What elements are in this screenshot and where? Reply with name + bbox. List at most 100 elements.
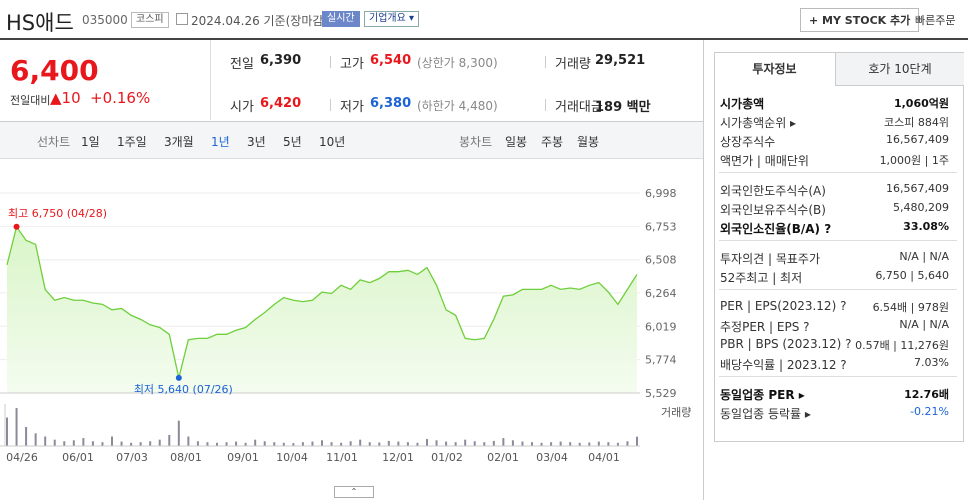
tab[interactable]: 1일 — [81, 135, 100, 149]
summary-value: 189 백만 — [595, 100, 651, 115]
divider — [719, 289, 957, 290]
info-panel: 투자정보 호가 10단계 시가총액 1,060억원 시가총액순위 ▸ 코스피 884위 상장… — [714, 52, 964, 442]
tab[interactable]: 월봉 — [577, 135, 600, 149]
change-rate: +0.16% — [90, 89, 151, 107]
summary-value: 6,380 — [370, 96, 412, 111]
info-label: 외국인소진율(B/A) ? — [720, 222, 832, 236]
summary-note: (하한가 4,480) — [417, 99, 498, 113]
x-tick-label: 11/01 — [326, 451, 358, 464]
info-label: PER | EPS(2023.12) ? — [720, 299, 847, 313]
volume-bar — [6, 417, 8, 446]
market: 코스피 — [131, 12, 169, 28]
volume-bar — [25, 427, 28, 446]
volume-bar — [168, 434, 171, 446]
volume-bar — [435, 440, 438, 446]
y-tick-label: 5,529 — [645, 387, 677, 400]
y-tick-label: 6,264 — [645, 287, 677, 300]
volume-bar — [636, 436, 638, 446]
tab-label: 선차트 — [37, 135, 71, 149]
volume-bar — [263, 441, 266, 446]
tab[interactable]: 일봉 — [505, 135, 528, 149]
y-tick-label: 6,998 — [645, 187, 677, 200]
volume-bar — [301, 442, 304, 446]
info-label: 동일업종 PER ▸ — [720, 388, 805, 402]
summary-label: 저가 — [340, 100, 364, 115]
info-label: PBR | BPS (2023.12) ? — [720, 337, 852, 351]
x-tick-label: 07/03 — [116, 451, 148, 464]
volume-bar — [177, 420, 180, 446]
info-value: 1,060억원 — [893, 97, 949, 110]
quick-order[interactable]: 빠른주문 — [915, 14, 956, 27]
tab[interactable]: 1년 — [211, 135, 230, 149]
x-tick-label: 06/01 — [62, 451, 94, 464]
divider — [0, 38, 968, 40]
info-label: 52주최고 | 최저 — [720, 271, 803, 285]
tab[interactable]: 주봉 — [541, 135, 564, 149]
volume-bar — [483, 442, 486, 446]
volume-bar — [406, 442, 409, 446]
x-tick-label: 01/02 — [431, 451, 463, 464]
volume-bar — [63, 441, 66, 446]
volume-bar — [216, 442, 218, 446]
volume-bar — [273, 442, 276, 446]
volume-bar — [292, 443, 295, 446]
volume-bar — [540, 442, 543, 446]
divider — [545, 56, 546, 68]
info-value: 6,750 | 5,640 — [875, 269, 949, 282]
y-tick-label: 6,753 — [645, 220, 677, 233]
summary-label: 거래대금 — [555, 100, 603, 115]
volume-bar — [72, 440, 75, 446]
info-label: 시가총액 — [720, 97, 765, 111]
summary-value: 29,521 — [595, 53, 646, 68]
info-tab[interactable]: 투자정보 — [715, 53, 834, 85]
info-tab[interactable]: 호가 10단계 — [835, 53, 964, 86]
tab-label: 봉차트 — [459, 135, 493, 149]
summary-value: 6,540 — [370, 53, 412, 68]
info-label: 배당수익률 | 2023.12 ? — [720, 358, 847, 372]
volume-bar — [340, 442, 343, 446]
volume-bar — [511, 440, 514, 446]
volume-bar — [139, 442, 142, 446]
volume-bar — [130, 442, 133, 446]
volume-bar — [559, 441, 562, 446]
date: 2024.04.26 기준(장마감) — [191, 14, 329, 28]
volume-bar — [53, 439, 56, 446]
info-value: 12.76배 — [904, 388, 949, 401]
volume-bar — [426, 439, 428, 446]
volume-bar — [244, 442, 247, 446]
chart: 6,998 6,753 6,508 6,264 6,019 5,774 5,529 최고 6,… — [0, 187, 691, 464]
tab[interactable]: 5년 — [283, 135, 302, 149]
tab-bar — [0, 121, 703, 159]
volume-bar — [158, 439, 161, 446]
x-tick-label: 04/01 — [588, 451, 620, 464]
info-value: 5,480,209 — [893, 201, 949, 214]
summary-value: 6,420 — [260, 96, 302, 111]
info-value: N/A | N/A — [899, 250, 949, 263]
tab[interactable]: 10년 — [319, 135, 346, 149]
summary-label: 고가 — [340, 57, 364, 72]
mystock-button[interactable]: + MY STOCK 추가 — [800, 8, 920, 32]
high-marker — [13, 223, 20, 230]
divider — [719, 240, 957, 241]
volume-bar — [569, 442, 572, 446]
volume-bar — [225, 442, 228, 446]
stock-name: HS애드 — [6, 11, 74, 35]
tab[interactable]: 1주일 — [117, 135, 147, 149]
volume-bar — [254, 439, 257, 446]
collapse-button[interactable]: ⌃ — [334, 486, 374, 498]
info-label: 외국인한도주식수(A) — [720, 184, 826, 198]
volume-bar — [588, 442, 591, 446]
volume-bar — [206, 442, 209, 446]
volume-bar — [368, 442, 371, 446]
tab[interactable]: 3개월 — [164, 135, 194, 149]
volume-bar — [454, 442, 457, 446]
y-tick-label: 6,019 — [645, 320, 677, 333]
tab[interactable]: 3년 — [247, 135, 266, 149]
overview[interactable]: 기업개요 ▾ — [364, 11, 419, 27]
info-value: 33.08% — [903, 220, 949, 233]
realtime[interactable]: 실시간 — [322, 11, 360, 27]
volume-bar — [44, 436, 47, 446]
volume-bar — [321, 440, 323, 446]
volume-bar — [196, 441, 199, 446]
info-value: 6.54배 | 978원 — [872, 301, 949, 314]
